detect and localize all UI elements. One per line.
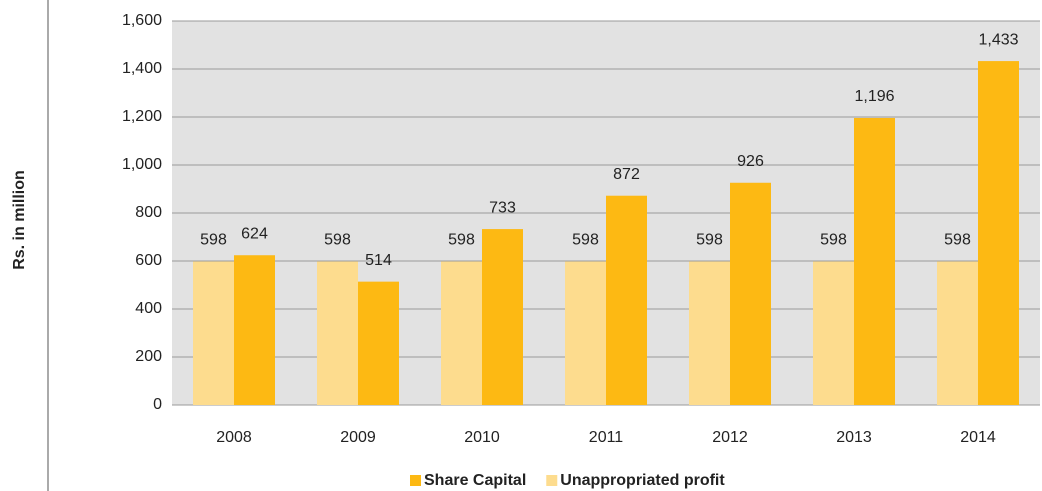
bar (689, 261, 730, 405)
value-label: 926 (737, 153, 764, 170)
value-label: 598 (820, 232, 847, 249)
bar (317, 261, 358, 405)
y-tick-label: 400 (135, 300, 162, 317)
x-tick-label: 2013 (836, 429, 872, 446)
x-tick-label: 2010 (464, 429, 500, 446)
x-tick-label: 2009 (340, 429, 376, 446)
x-tick-label: 2012 (712, 429, 748, 446)
bar (358, 281, 399, 405)
bar (730, 182, 771, 405)
value-label: 598 (200, 232, 227, 249)
x-tick-label: 2014 (960, 429, 996, 446)
y-tick-label: 1,200 (122, 108, 162, 125)
value-label: 1,433 (978, 31, 1018, 48)
legend-swatch (410, 475, 421, 486)
value-label: 624 (241, 225, 268, 242)
y-tick-label: 800 (135, 204, 162, 221)
bar (441, 261, 482, 405)
value-label: 598 (572, 232, 599, 249)
y-tick-label: 200 (135, 348, 162, 365)
legend-label: Unappropriated profit (560, 472, 725, 489)
value-label: 598 (944, 232, 971, 249)
bar (813, 261, 854, 405)
y-axis-label: Rs. in million (11, 170, 28, 270)
y-tick-label: 0 (153, 396, 162, 413)
y-tick-label: 1,400 (122, 60, 162, 77)
value-label: 733 (489, 199, 516, 216)
value-label: 872 (613, 166, 640, 183)
value-label: 1,196 (854, 88, 894, 105)
legend-swatch (546, 475, 558, 486)
bar (937, 261, 978, 405)
bar (234, 255, 275, 405)
legend-label: Share Capital (424, 472, 526, 489)
value-label: 598 (324, 232, 351, 249)
bar (193, 261, 234, 405)
bar (606, 195, 647, 405)
value-label: 598 (448, 232, 475, 249)
y-tick-label: 1,000 (122, 156, 162, 173)
value-label: 514 (365, 252, 392, 269)
x-tick-label: 2008 (216, 429, 252, 446)
y-tick-label: 600 (135, 252, 162, 269)
x-tick-label: 2011 (589, 429, 624, 446)
bar (482, 229, 523, 405)
bar (854, 117, 895, 406)
bar (565, 261, 606, 405)
bar (978, 61, 1019, 406)
y-tick-label: 1,600 (122, 12, 162, 29)
value-label: 598 (696, 232, 723, 249)
